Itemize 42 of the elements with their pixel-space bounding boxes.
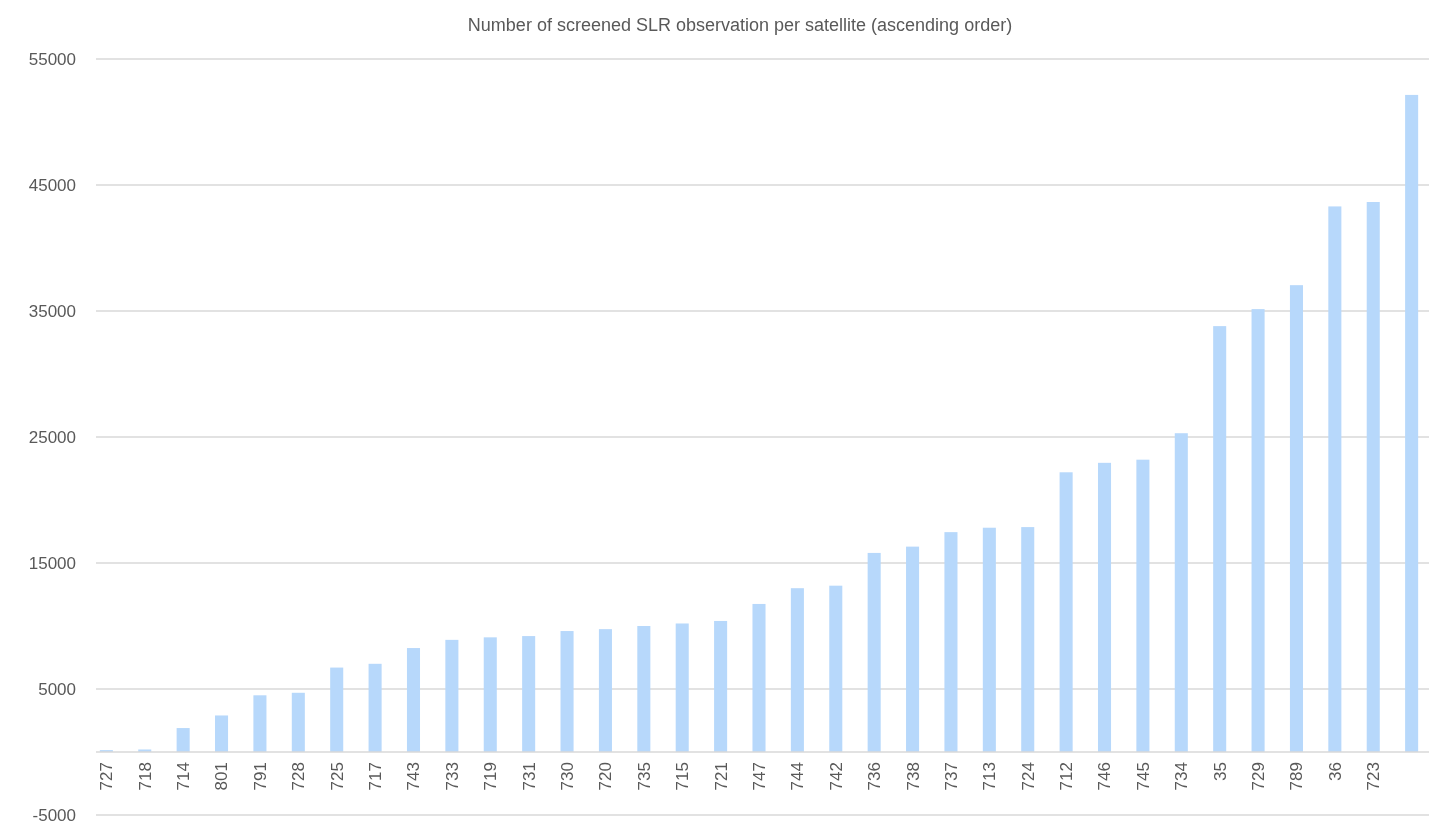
x-tick-label: 734 bbox=[1172, 762, 1192, 791]
y-tick-label: 5000 bbox=[38, 679, 76, 699]
x-tick-label: 713 bbox=[980, 762, 1000, 791]
x-tick-label: 719 bbox=[481, 762, 501, 791]
x-tick-label: 36 bbox=[1325, 762, 1345, 781]
x-tick-label: 791 bbox=[250, 762, 270, 791]
y-tick-label: 55000 bbox=[28, 49, 76, 69]
x-tick-label: 717 bbox=[366, 762, 386, 791]
x-tick-label: 35 bbox=[1210, 762, 1230, 781]
x-tick-label: 715 bbox=[673, 762, 693, 791]
x-tick-label: 737 bbox=[941, 762, 961, 791]
chart-title: Number of screened SLR observation per satellite (ascending order) bbox=[467, 15, 1013, 35]
y-tick-label: 15000 bbox=[28, 553, 76, 573]
x-tick-label: 714 bbox=[174, 762, 194, 791]
y-tick-label: -5000 bbox=[32, 805, 76, 824]
x-tick-label: 728 bbox=[289, 762, 309, 791]
x-tick-label: 746 bbox=[1095, 762, 1115, 791]
x-tick-label: 712 bbox=[1057, 762, 1077, 791]
x-tick-label: 733 bbox=[442, 762, 462, 791]
x-tick-label: 738 bbox=[903, 762, 923, 791]
y-tick-label: 45000 bbox=[28, 175, 76, 195]
x-tick-label: 745 bbox=[1133, 762, 1153, 791]
x-tick-label: 736 bbox=[865, 762, 885, 791]
x-tick-label: 742 bbox=[826, 762, 846, 791]
x-tick-label: 729 bbox=[1249, 762, 1269, 791]
x-tick-label: 735 bbox=[634, 762, 654, 791]
x-tick-label: 718 bbox=[135, 762, 155, 791]
x-tick-label: 725 bbox=[327, 762, 347, 791]
y-tick-label: 25000 bbox=[28, 427, 76, 447]
x-tick-label: 743 bbox=[404, 762, 424, 791]
x-tick-label: 724 bbox=[1018, 762, 1038, 791]
x-tick-label: 744 bbox=[788, 762, 808, 791]
x-tick-label: 747 bbox=[749, 762, 769, 791]
x-tick-label: 789 bbox=[1287, 762, 1307, 791]
x-tick-label: 721 bbox=[711, 762, 731, 791]
y-tick-label: 35000 bbox=[28, 301, 76, 321]
x-tick-label: 720 bbox=[596, 762, 616, 791]
x-tick-label: 730 bbox=[558, 762, 577, 791]
x-tick-label: 727 bbox=[97, 762, 117, 791]
x-tick-label: 723 bbox=[1364, 762, 1384, 791]
x-tick-label: 801 bbox=[212, 762, 232, 791]
x-tick-label: 731 bbox=[519, 762, 539, 791]
